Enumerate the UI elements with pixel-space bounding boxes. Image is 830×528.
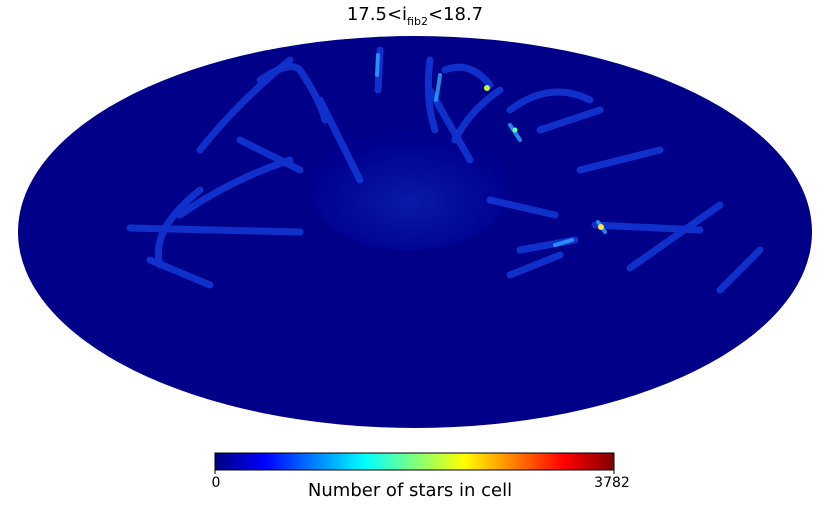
title-main: 17.5<i <box>347 4 407 25</box>
survey-stripes <box>126 46 764 294</box>
colorbar-label: Number of stars in cell <box>308 480 512 501</box>
title-subscript: fib2 <box>407 15 428 28</box>
title: 17.5<ifib2<18.7 <box>347 4 483 28</box>
colorbar-min-label: 0 <box>212 475 221 491</box>
colorbar <box>214 452 615 471</box>
title-suffix: <18.7 <box>428 4 483 25</box>
colorbar-max-label: 3782 <box>594 475 630 491</box>
